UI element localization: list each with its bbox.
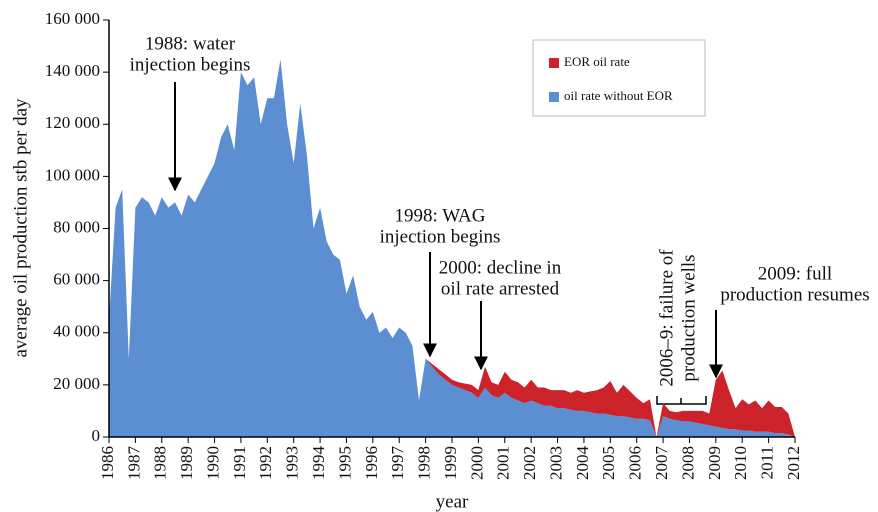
x-tick-label: 2004	[573, 446, 592, 481]
x-tick-label: 1989	[177, 446, 196, 480]
x-axis-label: year	[436, 491, 469, 512]
y-tick-label: 140 000	[45, 61, 100, 80]
x-tick-label: 2006	[626, 446, 645, 480]
y-tick-label: 60 000	[53, 270, 100, 289]
y-tick-label: 40 000	[53, 322, 100, 341]
x-tick-label: 1995	[335, 446, 354, 480]
x-tick-label: 1998	[415, 446, 434, 480]
x-tick-label: 1987	[124, 446, 143, 481]
legend-swatch	[549, 92, 559, 102]
annotation: production wells	[678, 254, 699, 381]
annotation: 2000: decline in	[439, 257, 562, 278]
annotation: 2006–9: failure of	[656, 249, 677, 387]
annotation: 1998: WAG	[395, 205, 486, 226]
annotation: production resumes	[720, 284, 869, 305]
y-axis-label: average oil production stb per day	[10, 98, 31, 358]
x-tick-label: 1986	[98, 446, 117, 480]
x-tick-label: 2000	[467, 446, 486, 480]
x-tick-label: 2002	[520, 446, 539, 480]
y-tick-label: 160 000	[45, 9, 100, 28]
legend-box	[532, 39, 706, 117]
x-tick-label: 2009	[705, 446, 724, 480]
y-tick-label: 80 000	[53, 217, 100, 236]
annotation: 2009: full	[758, 263, 832, 284]
annotation: oil rate arrested	[441, 278, 560, 299]
y-tick-label: 20 000	[53, 374, 100, 393]
area	[109, 59, 795, 437]
x-tick-label: 2005	[599, 446, 618, 480]
bracket	[656, 396, 707, 405]
x-tick-label: 2003	[546, 446, 565, 480]
legend-swatch	[549, 58, 559, 68]
x-tick-label: 2001	[494, 446, 513, 480]
x-tick-label: 1997	[388, 446, 407, 481]
annotation: injection begins	[130, 54, 251, 75]
x-tick-label: 2008	[678, 446, 697, 480]
legend-label: oil rate without EOR	[564, 88, 673, 103]
annotation: 1988: water	[145, 33, 236, 54]
annotation: injection begins	[380, 226, 501, 247]
x-tick-label: 1999	[441, 446, 460, 480]
x-tick-label: 1990	[203, 446, 222, 480]
y-tick-label: 0	[92, 426, 101, 445]
legend-label: EOR oil rate	[564, 54, 630, 69]
x-tick-label: 1993	[283, 446, 302, 480]
x-tick-label: 1988	[151, 446, 170, 480]
y-tick-label: 120 000	[45, 113, 100, 132]
x-tick-label: 2007	[652, 446, 671, 481]
x-tick-label: 1991	[230, 446, 249, 480]
x-tick-label: 2010	[731, 446, 750, 480]
x-tick-label: 1996	[362, 446, 381, 480]
x-tick-label: 2012	[784, 446, 803, 480]
x-tick-label: 1994	[309, 446, 328, 481]
x-tick-label: 2011	[758, 446, 777, 479]
y-tick-label: 100 000	[45, 165, 100, 184]
area	[109, 59, 795, 437]
x-tick-label: 1992	[256, 446, 275, 480]
